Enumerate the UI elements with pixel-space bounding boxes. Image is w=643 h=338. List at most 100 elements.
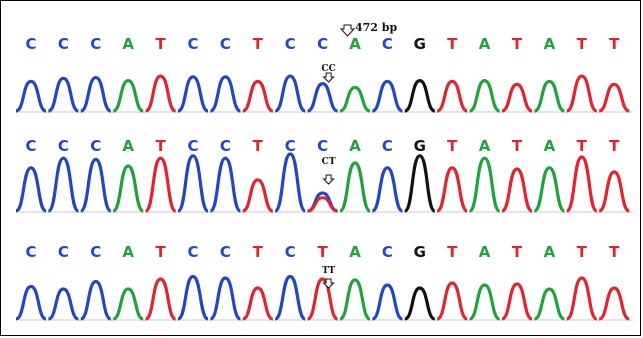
trace-peak [403,154,437,213]
genotype-arrow-icon [322,174,335,185]
trace-peak [15,79,47,113]
base-call-letter: T [317,243,328,261]
trace-peak [371,166,404,213]
trace-peak [436,281,468,321]
position-label: 472 bp [355,21,397,34]
trace-peak [144,277,177,321]
trace-track-tt: C C C A T C C T C T A C G T A T A T TTT [15,243,633,321]
base-call-letter: T [577,137,588,155]
base-call-letter: A [544,243,556,261]
trace-peak [436,166,469,213]
trace-peak [501,282,533,321]
trace-peak [371,283,404,321]
trace-peak [404,286,436,321]
base-call-letter: T [609,243,620,261]
trace-peak [47,156,80,213]
trace-peak [242,178,274,213]
genotype-label: CC [321,64,335,74]
trace-peak [112,79,144,113]
base-call-letter: C [187,137,198,155]
trace-peak [209,276,242,321]
base-call-letter: C [25,35,36,53]
trace-peak [533,166,566,213]
base-call-letter: T [155,243,166,261]
trace-peak [339,161,371,213]
trace-peak [436,79,468,113]
base-call-letter: T [155,137,166,155]
trace-track-cc: C C C A T C C T C C A C G T A T A T TCC [15,35,633,113]
trace-peak [533,79,566,113]
base-call-letter: C [317,35,328,53]
base-call-letter: A [479,137,491,155]
trace-peak [273,152,307,213]
trace-peak [15,284,47,321]
base-call-letter: T [253,137,264,155]
trace-peak [339,278,371,321]
base-call-letter: A [479,35,491,53]
base-call-letter: G [414,137,426,155]
trace-peak [177,274,209,321]
trace-peak [371,79,404,113]
trace-peak [79,279,112,321]
base-call-letter: T [577,243,588,261]
trace-peak [598,82,630,113]
genotype-label: CT [322,157,336,167]
base-call-letter: T [253,35,264,53]
trace-peak [274,274,307,321]
base-call-letter: T [512,35,523,53]
base-call-letter: A [122,35,134,53]
trace-peak [47,287,80,321]
position-arrow-icon [339,24,356,37]
trace-peak [533,287,566,321]
base-call-letter: T [512,137,523,155]
base-call-letter: C [382,137,393,155]
base-call-letter: C [220,137,231,155]
base-call-letter: C [382,35,393,53]
base-call-letter: A [122,137,134,155]
base-call-letter: A [349,243,361,261]
trace-peak [242,79,274,113]
trace-peak [468,156,501,213]
base-call-letter: A [349,137,361,155]
trace-peak-overlay [307,196,338,213]
base-call-letter: C [58,137,69,155]
base-call-letter: C [285,243,296,261]
trace-peak [15,166,47,213]
genotype-arrow-icon [322,72,335,83]
base-call-letter: C [58,35,69,53]
trace-peak [79,157,112,213]
trace-peak [80,75,112,113]
base-call-letter: C [220,35,231,53]
base-call-letter: C [382,243,393,261]
trace-peak [242,286,274,321]
trace-peak [112,164,145,213]
genotype-arrow-icon [322,278,335,289]
trace-peak [566,74,598,113]
trace-peak [339,85,371,113]
trace-peak [468,79,501,113]
base-call-letter: C [25,137,36,155]
base-call-letter: C [58,243,69,261]
trace-peak [209,156,242,213]
base-call-letter: T [253,243,264,261]
genotype-label: TT [322,266,335,276]
base-call-letter: T [447,35,458,53]
trace-peak [144,156,177,213]
trace-peak [404,79,436,113]
trace-peak [598,286,630,321]
trace-peak [306,277,339,321]
base-call-letter: C [90,35,101,53]
trace-track-ct: C C C A T C C T C C A C G T A T A T TCT [15,137,633,213]
base-call-letter: A [122,243,134,261]
base-call-letter: C [90,137,101,155]
trace-peak [209,75,242,113]
base-call-letter: C [317,137,328,155]
base-call-letter: T [447,243,458,261]
trace-peak [565,155,599,213]
trace-peak [112,287,144,321]
base-call-letter: A [349,35,361,53]
base-call-letter: T [512,243,523,261]
base-call-letter: T [447,137,458,155]
